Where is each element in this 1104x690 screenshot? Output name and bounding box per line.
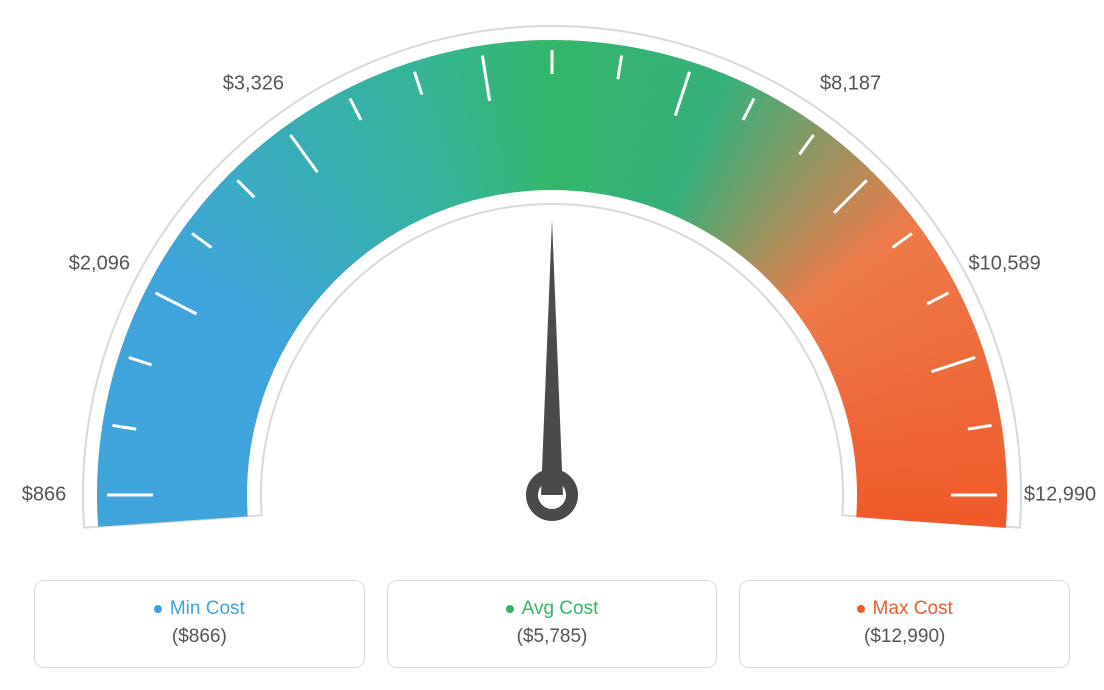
dot-icon xyxy=(506,605,514,613)
legend-title-min: Min Cost xyxy=(154,598,245,620)
legend-card-avg: Avg Cost ($5,785) xyxy=(387,580,718,668)
legend-value-min: ($866) xyxy=(172,626,227,648)
gauge-scale-label: $10,589 xyxy=(968,253,1040,276)
legend-value-avg: ($5,785) xyxy=(517,626,588,648)
legend-title-text: Avg Cost xyxy=(522,598,599,620)
legend-title-text: Min Cost xyxy=(170,598,245,620)
dot-icon xyxy=(154,605,162,613)
legend-row: Min Cost ($866) Avg Cost ($5,785) Max Co… xyxy=(0,580,1104,690)
gauge-chart: $866$2,096$3,326$5,785$8,187$10,589$12,9… xyxy=(0,0,1104,560)
gauge-scale-label: $8,187 xyxy=(820,73,881,96)
legend-title-text: Max Cost xyxy=(873,598,953,620)
gauge-scale-label: $866 xyxy=(22,484,67,507)
legend-value-max: ($12,990) xyxy=(864,626,945,648)
gauge-scale-label: $12,990 xyxy=(1024,484,1096,507)
legend-card-min: Min Cost ($866) xyxy=(34,580,365,668)
gauge-scale-label: $2,096 xyxy=(69,253,130,276)
gauge-scale-label: $3,326 xyxy=(223,73,284,96)
legend-card-max: Max Cost ($12,990) xyxy=(739,580,1070,668)
dot-icon xyxy=(857,605,865,613)
legend-title-avg: Avg Cost xyxy=(506,598,599,620)
gauge-svg xyxy=(0,0,1104,560)
legend-title-max: Max Cost xyxy=(857,598,953,620)
